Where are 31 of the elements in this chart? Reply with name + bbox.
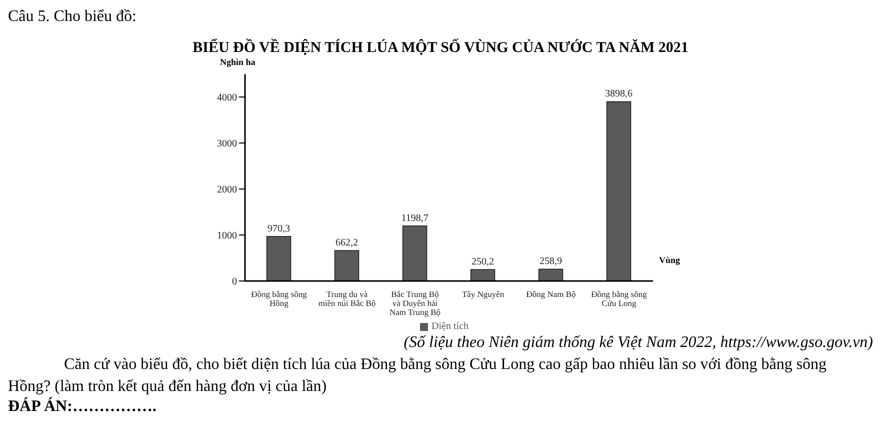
x-tick-label: Đồng bằng sông Hồng bbox=[251, 289, 308, 308]
x-tick-label: Trung du và miền núi Bắc Bộ bbox=[318, 289, 376, 308]
text: Căn cứ vào biểu đồ, cho biết diện tích lúa của Đồng bằng sông Cửu Long cao gấp bao nhiêu lần so với đồng bằng sông Hồng? (làm tròn kết quả đến hàng đơn vị của lần) bbox=[8, 355, 828, 397]
y-axis-title: Nghìn ha bbox=[220, 57, 256, 67]
data-label: 250,2 bbox=[472, 256, 494, 268]
y-tick-label: 1000 bbox=[217, 230, 237, 242]
text: ĐÁP ÁN:……………. bbox=[8, 398, 158, 416]
y-tick-label: 4000 bbox=[217, 92, 237, 104]
legend-label: Diện tích bbox=[432, 321, 468, 332]
x-tick-label: Bắc Trung Bộ và Duyên hải Nam Trung Bộ bbox=[389, 289, 441, 317]
x-tick-label: Đồng bằng sông Cửu Long bbox=[591, 289, 648, 308]
chart-title: BIỂU ĐỒ VỀ DIỆN TÍCH LÚA MỘT SỐ VÙNG CỦA NƯỚC TA NĂM 2021 bbox=[192, 40, 690, 57]
bar bbox=[470, 269, 496, 281]
x-axis-title: Vùng bbox=[659, 255, 680, 265]
y-tick-label: 2000 bbox=[217, 184, 237, 196]
y-tick-label: 0 bbox=[232, 276, 237, 288]
x-tick-label: Đông Nam Bộ bbox=[526, 289, 576, 299]
bar bbox=[266, 236, 292, 281]
bar bbox=[334, 250, 360, 281]
text: (Số liệu theo Niên giám thống kê Việt Nam 2022, https://www.gso.gov.vn) bbox=[402, 334, 873, 352]
bar bbox=[606, 101, 632, 281]
data-label: 1198,7 bbox=[401, 212, 428, 224]
y-tick-label: 3000 bbox=[217, 138, 237, 150]
bar bbox=[402, 225, 428, 281]
x-tick-label: Tây Nguyên bbox=[462, 289, 505, 299]
data-label: 258,9 bbox=[540, 256, 562, 268]
data-label: 970,3 bbox=[268, 223, 290, 234]
bar bbox=[538, 268, 564, 281]
data-label: 3898,6 bbox=[605, 88, 633, 100]
text: Câu 5. Cho biểu đồ: bbox=[8, 8, 136, 25]
data-label: 662,2 bbox=[336, 238, 358, 249]
